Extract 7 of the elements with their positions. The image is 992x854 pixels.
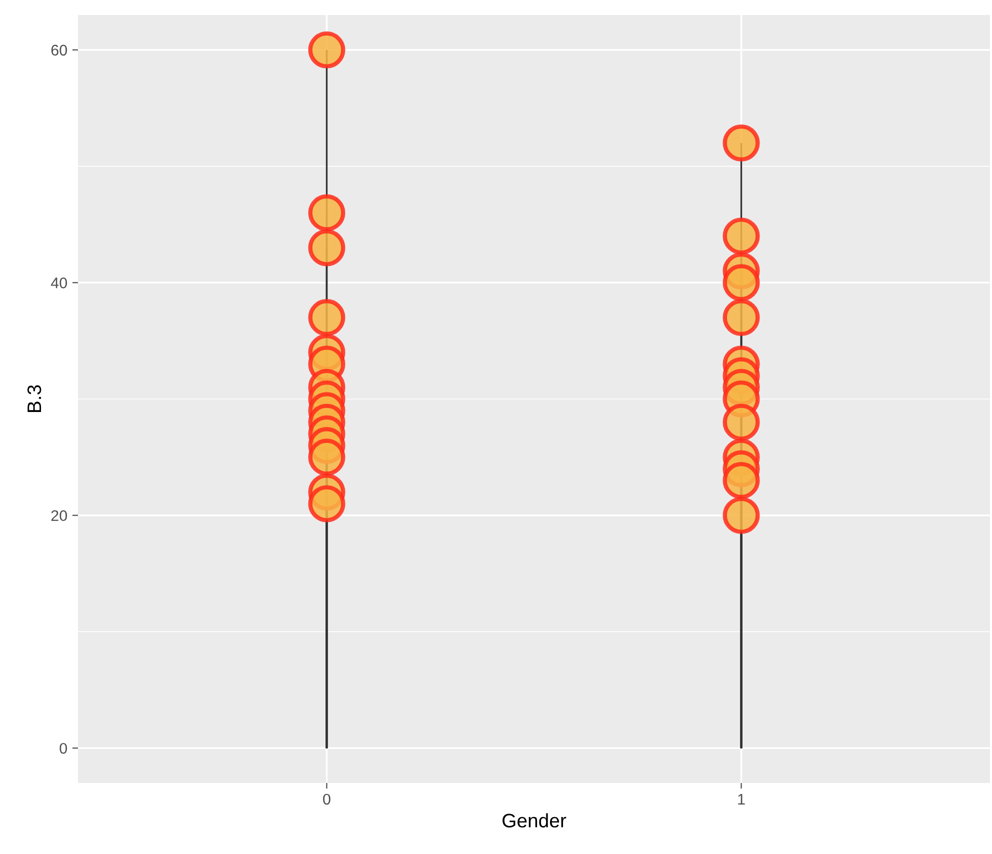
y-tick-label: 60 (51, 44, 67, 56)
y-tick-label: 40 (50, 278, 67, 288)
y-tick-label: 0 (60, 742, 67, 754)
y-axis-title: B.3 (27, 385, 42, 412)
y-tick-label: 20 (51, 510, 67, 522)
x-tick-label: 1 (738, 794, 745, 804)
x-axis-title: Gender (502, 813, 566, 828)
